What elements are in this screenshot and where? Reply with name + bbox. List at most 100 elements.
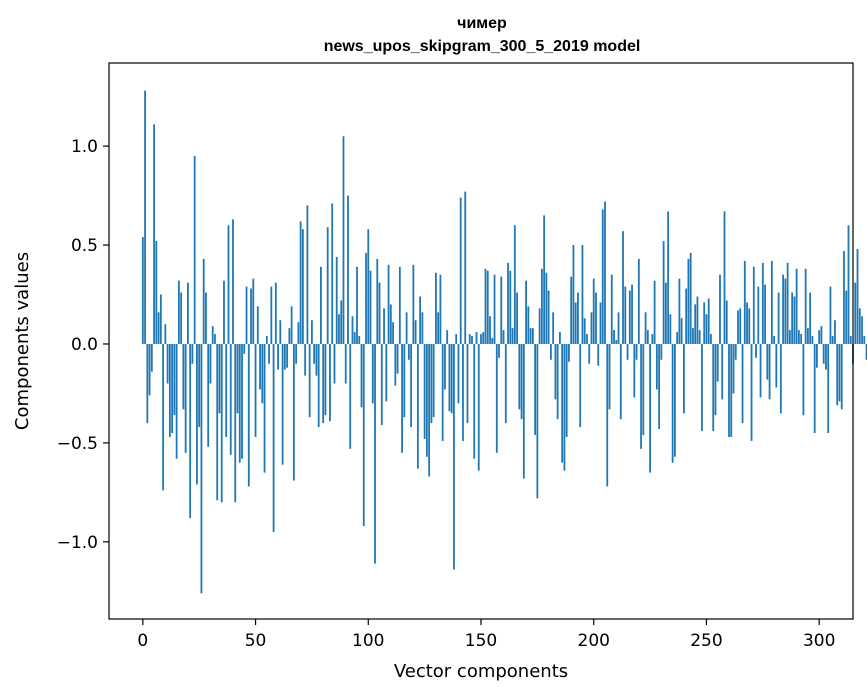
bar (673, 343, 676, 457)
bar (723, 211, 726, 344)
bar (797, 330, 800, 344)
bar (739, 308, 742, 344)
bar (642, 343, 645, 435)
bar (707, 298, 710, 344)
bar (565, 343, 568, 437)
bar (369, 270, 372, 344)
bar (865, 343, 867, 360)
bar (840, 343, 843, 410)
bar (635, 343, 638, 360)
bar (822, 343, 825, 364)
bar (750, 343, 753, 441)
bar (863, 336, 866, 344)
bar (261, 343, 264, 404)
bar (561, 343, 564, 463)
bar (468, 334, 471, 344)
bar (414, 320, 417, 344)
y-tick-label: −1.0 (57, 533, 98, 553)
bar (547, 290, 550, 344)
bar (471, 336, 473, 344)
bar (719, 274, 721, 344)
bar (604, 201, 606, 344)
bar (455, 334, 458, 344)
bar (365, 252, 367, 344)
bar (164, 324, 167, 344)
bar (238, 343, 241, 463)
bar (543, 215, 546, 344)
bar (768, 343, 771, 400)
bar (511, 328, 514, 344)
bar (162, 343, 165, 491)
bar (764, 284, 766, 344)
bar (453, 343, 455, 570)
bar (205, 292, 207, 344)
bar (529, 328, 532, 344)
bar (252, 278, 255, 344)
bar (579, 343, 582, 428)
bar (439, 274, 442, 344)
bar (220, 343, 223, 503)
bar (613, 330, 615, 344)
bar (462, 343, 464, 441)
bar (658, 343, 661, 430)
bar (247, 343, 250, 487)
bar (683, 343, 685, 414)
bar (286, 343, 289, 368)
bar (209, 343, 212, 384)
bar (773, 336, 775, 344)
bar (838, 343, 841, 402)
bar (849, 336, 852, 344)
bar (761, 262, 764, 344)
bar (313, 343, 316, 364)
bar (243, 343, 246, 354)
bar (383, 308, 385, 344)
bar (272, 343, 275, 532)
x-tick-label: 0 (137, 631, 148, 651)
bar (531, 328, 534, 344)
bar (306, 205, 309, 344)
bar (687, 258, 690, 344)
bar (292, 343, 295, 481)
bar (804, 268, 807, 344)
bar (556, 343, 559, 420)
bar (155, 241, 158, 344)
bar (741, 343, 744, 424)
bar (520, 343, 523, 420)
bar (678, 278, 681, 344)
bar (692, 328, 694, 344)
bar (405, 312, 408, 344)
bar (351, 316, 354, 344)
bar (660, 343, 663, 360)
bar (189, 343, 192, 519)
bar (667, 211, 670, 344)
bar (299, 221, 302, 344)
bar-series (141, 90, 867, 594)
bar (401, 343, 403, 453)
bar (784, 278, 787, 344)
bar (807, 328, 809, 344)
bar (265, 336, 268, 344)
bar (241, 343, 243, 459)
bar (331, 203, 334, 344)
bar (554, 343, 557, 400)
bar (568, 343, 570, 362)
bar (477, 343, 480, 471)
bar (664, 282, 667, 344)
bar (777, 292, 780, 344)
bar (730, 343, 733, 437)
bar (311, 320, 313, 344)
bar (498, 343, 500, 358)
bar (398, 266, 401, 344)
bar (495, 343, 498, 453)
bar (836, 343, 839, 406)
bar (640, 343, 642, 449)
bar (159, 294, 162, 344)
bar (595, 292, 597, 344)
bar (223, 280, 225, 344)
bar (509, 270, 512, 344)
bar (297, 322, 300, 344)
bar (662, 241, 665, 344)
bar (193, 156, 196, 344)
bar (680, 318, 683, 344)
